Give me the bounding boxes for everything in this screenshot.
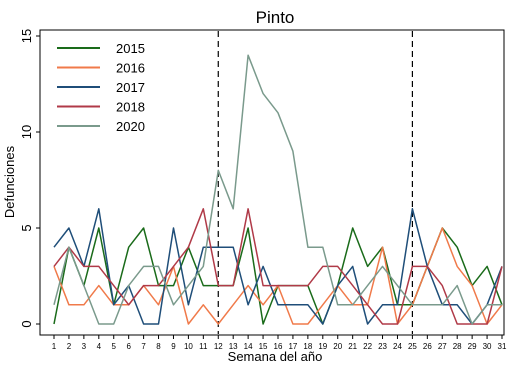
y-tick-label: 5 bbox=[19, 224, 34, 231]
x-tick-label: 21 bbox=[348, 342, 357, 351]
legend-label-2017: 2017 bbox=[116, 80, 145, 95]
x-tick-label: 1 bbox=[52, 342, 57, 351]
x-tick-label: 13 bbox=[229, 342, 238, 351]
x-tick-label: 27 bbox=[438, 342, 447, 351]
series-line-2018 bbox=[53, 208, 503, 325]
x-tick-label: 6 bbox=[126, 342, 131, 351]
x-tick-label: 23 bbox=[378, 342, 387, 351]
legend-label-2020: 2020 bbox=[116, 119, 145, 134]
plot-area bbox=[39, 29, 505, 336]
x-tick-label: 19 bbox=[318, 342, 327, 351]
x-tick-label: 4 bbox=[97, 342, 102, 351]
x-tick-label: 22 bbox=[363, 342, 372, 351]
x-tick-label: 16 bbox=[274, 342, 283, 351]
x-tick-label: 29 bbox=[468, 342, 477, 351]
x-tick-label: 18 bbox=[303, 342, 312, 351]
x-tick-label: 7 bbox=[141, 342, 146, 351]
x-tick-label: 15 bbox=[259, 342, 268, 351]
y-tick-label: 10 bbox=[19, 125, 34, 139]
x-tick-label: 2 bbox=[67, 342, 72, 351]
x-tick-label: 31 bbox=[498, 342, 507, 351]
legend-label-2018: 2018 bbox=[116, 100, 145, 115]
x-tick-label: 30 bbox=[483, 342, 492, 351]
x-tick-label: 17 bbox=[288, 342, 297, 351]
series-line-2020 bbox=[53, 54, 502, 325]
x-tick-label: 20 bbox=[333, 342, 342, 351]
chart-title: Pinto bbox=[256, 8, 295, 27]
x-tick-label: 26 bbox=[423, 342, 432, 351]
y-tick-label: 15 bbox=[19, 29, 34, 43]
x-tick-label: 3 bbox=[82, 342, 87, 351]
vertical-reference-lines bbox=[217, 31, 413, 334]
y-axis-ticks: 0 5 10 15 bbox=[19, 29, 40, 328]
x-tick-label: 11 bbox=[199, 342, 208, 351]
x-tick-label: 24 bbox=[393, 342, 402, 351]
x-axis-ticks: 1 2 3 4 5 6 7 8 9 10 11 12 13 14 15 16 17 18 19 20 21 22 23 24 2… bbox=[52, 335, 507, 351]
x-tick-label: 10 bbox=[184, 342, 193, 351]
x-tick-label: 8 bbox=[156, 342, 161, 351]
y-axis-label: Defunciones bbox=[2, 145, 17, 218]
x-tick-label: 14 bbox=[244, 342, 253, 351]
series-lines bbox=[53, 54, 503, 325]
x-tick-label: 25 bbox=[408, 342, 417, 351]
x-tick-label: 28 bbox=[453, 342, 462, 351]
legend: 2015 2016 2017 2018 2020 bbox=[57, 41, 145, 134]
legend-label-2015: 2015 bbox=[116, 41, 145, 56]
x-tick-label: 5 bbox=[112, 342, 117, 351]
x-tick-label: 12 bbox=[214, 342, 223, 351]
x-axis-label: Semana del año bbox=[228, 349, 323, 364]
y-tick-label: 0 bbox=[19, 320, 34, 327]
x-tick-label: 9 bbox=[171, 342, 176, 351]
legend-label-2016: 2016 bbox=[116, 61, 145, 76]
